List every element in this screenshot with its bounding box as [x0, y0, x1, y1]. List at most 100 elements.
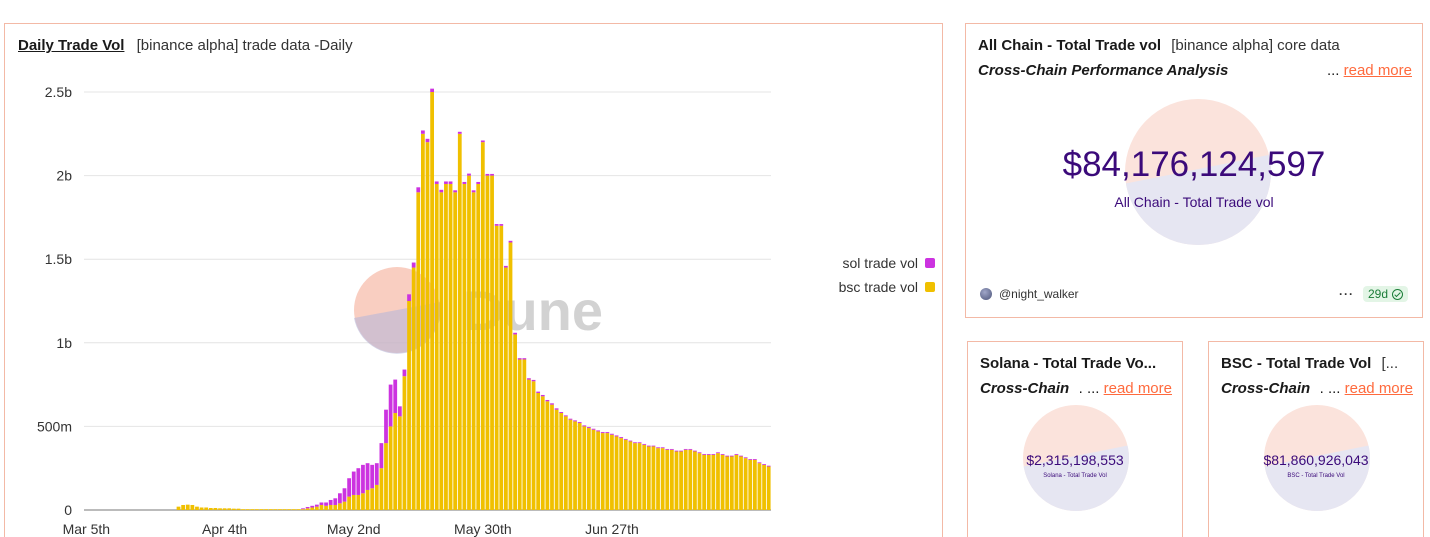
bar-bsc — [411, 267, 416, 510]
bar-sol — [633, 442, 637, 444]
bar-bsc — [610, 434, 614, 510]
bar-sol — [434, 181, 439, 184]
bar-bsc — [637, 443, 642, 510]
bar-sol — [550, 403, 554, 405]
bar-sol — [554, 408, 559, 410]
bar-sol — [628, 440, 633, 442]
counter-subtitle: [... — [1381, 355, 1399, 372]
bar-bsc — [656, 448, 660, 510]
bar-sol — [388, 384, 393, 427]
read-more-link[interactable]: read more — [1103, 380, 1172, 397]
bar-bsc — [600, 433, 605, 510]
y-tick-label: 500m — [37, 418, 72, 434]
bar-bsc — [190, 504, 195, 510]
bar-bsc — [425, 142, 430, 510]
bar-bsc — [416, 192, 421, 510]
bar-bsc — [356, 494, 361, 510]
y-tick-label: 1.5b — [45, 251, 72, 267]
read-more-link[interactable]: read more — [1344, 380, 1413, 397]
bar-sol — [471, 190, 476, 193]
bar-bsc — [642, 444, 647, 510]
counter-title[interactable]: All Chain - Total Trade vol — [978, 37, 1162, 54]
read-more-link[interactable]: read more — [1343, 62, 1412, 79]
bar-bsc — [527, 379, 531, 510]
bar-sol — [503, 265, 508, 268]
chart-title[interactable]: Daily Trade Vol — [18, 37, 125, 54]
bar-bsc — [444, 183, 448, 510]
bar-sol — [508, 240, 513, 243]
bar-sol — [407, 294, 411, 301]
counter-footer: @night_walker ··· 29d — [980, 285, 1408, 303]
bar-sol — [725, 455, 730, 457]
bar-bsc — [338, 503, 342, 510]
bar-bsc — [181, 504, 186, 510]
bar-bsc — [374, 484, 379, 510]
more-options-icon[interactable]: ··· — [1338, 287, 1354, 301]
counter-header: Solana - Total Trade Vo... — [980, 355, 1172, 372]
bar-bsc — [660, 448, 665, 510]
bar-sol — [430, 88, 435, 92]
bar-sol — [499, 224, 504, 226]
bar-sol — [582, 425, 587, 427]
bar-bsc — [757, 463, 762, 510]
counter-title[interactable]: BSC - Total Trade Vol — [1221, 355, 1372, 372]
bar-sol — [379, 443, 384, 469]
bar-bsc — [554, 409, 559, 510]
bar-sol — [568, 418, 573, 420]
dune-circle-logo — [1125, 99, 1271, 245]
bar-bsc — [522, 359, 527, 510]
bar-bsc — [185, 504, 190, 510]
legend-swatch-sol — [925, 258, 935, 268]
bar-sol — [610, 433, 614, 435]
counter-value: $84,176,124,597 — [1062, 145, 1326, 184]
bar-bsc — [540, 396, 545, 510]
bar-sol — [665, 448, 670, 450]
bar-sol — [522, 358, 527, 360]
counter-description: Cross-Chain . ... read more — [980, 380, 1172, 397]
bar-sol — [536, 391, 541, 393]
bar-bsc — [227, 508, 232, 510]
legend-item-sol[interactable]: sol trade vol — [817, 251, 935, 275]
bar-sol — [716, 452, 720, 454]
bar-sol — [328, 499, 333, 505]
bar-bsc — [582, 426, 587, 510]
bar-bsc — [462, 183, 467, 510]
bar-sol — [457, 131, 462, 134]
bar-bsc — [563, 416, 568, 510]
bar-sol — [411, 262, 416, 268]
bar-bsc — [208, 507, 213, 510]
author-link[interactable]: @night_walker — [980, 287, 1079, 301]
bar-bsc — [434, 183, 439, 510]
bar-bsc — [568, 419, 573, 510]
bar-bsc — [499, 225, 504, 510]
bar-bsc — [245, 509, 250, 510]
bar-sol — [559, 412, 564, 414]
bar-bsc — [176, 506, 181, 510]
bar-bsc — [467, 175, 471, 510]
bar-sol — [734, 453, 739, 455]
bar-sol — [485, 173, 490, 176]
bar-sol — [416, 187, 421, 193]
bar-sol — [596, 430, 600, 432]
bar-bsc — [448, 183, 453, 510]
bar-bsc — [577, 423, 582, 510]
bar-bsc — [287, 509, 292, 510]
bar-sol — [591, 428, 596, 430]
y-tick-label: 1b — [56, 335, 72, 351]
bar-bsc — [619, 438, 624, 510]
bar-sol — [711, 453, 716, 455]
bar-bsc — [725, 456, 730, 510]
bar-bsc — [393, 413, 398, 510]
bar-bsc — [545, 401, 550, 510]
bar-bsc — [743, 458, 748, 510]
bar-bsc — [255, 509, 259, 510]
bar-bsc — [651, 446, 656, 510]
counter-title[interactable]: Solana - Total Trade Vo... — [980, 355, 1157, 372]
bar-bsc — [517, 359, 522, 510]
legend-item-bsc[interactable]: bsc trade vol — [817, 275, 935, 299]
legend-swatch-bsc — [925, 282, 935, 292]
bar-bsc — [301, 509, 305, 510]
bar-sol — [651, 445, 656, 447]
bar-sol — [646, 445, 651, 447]
bar-bsc — [273, 509, 278, 510]
